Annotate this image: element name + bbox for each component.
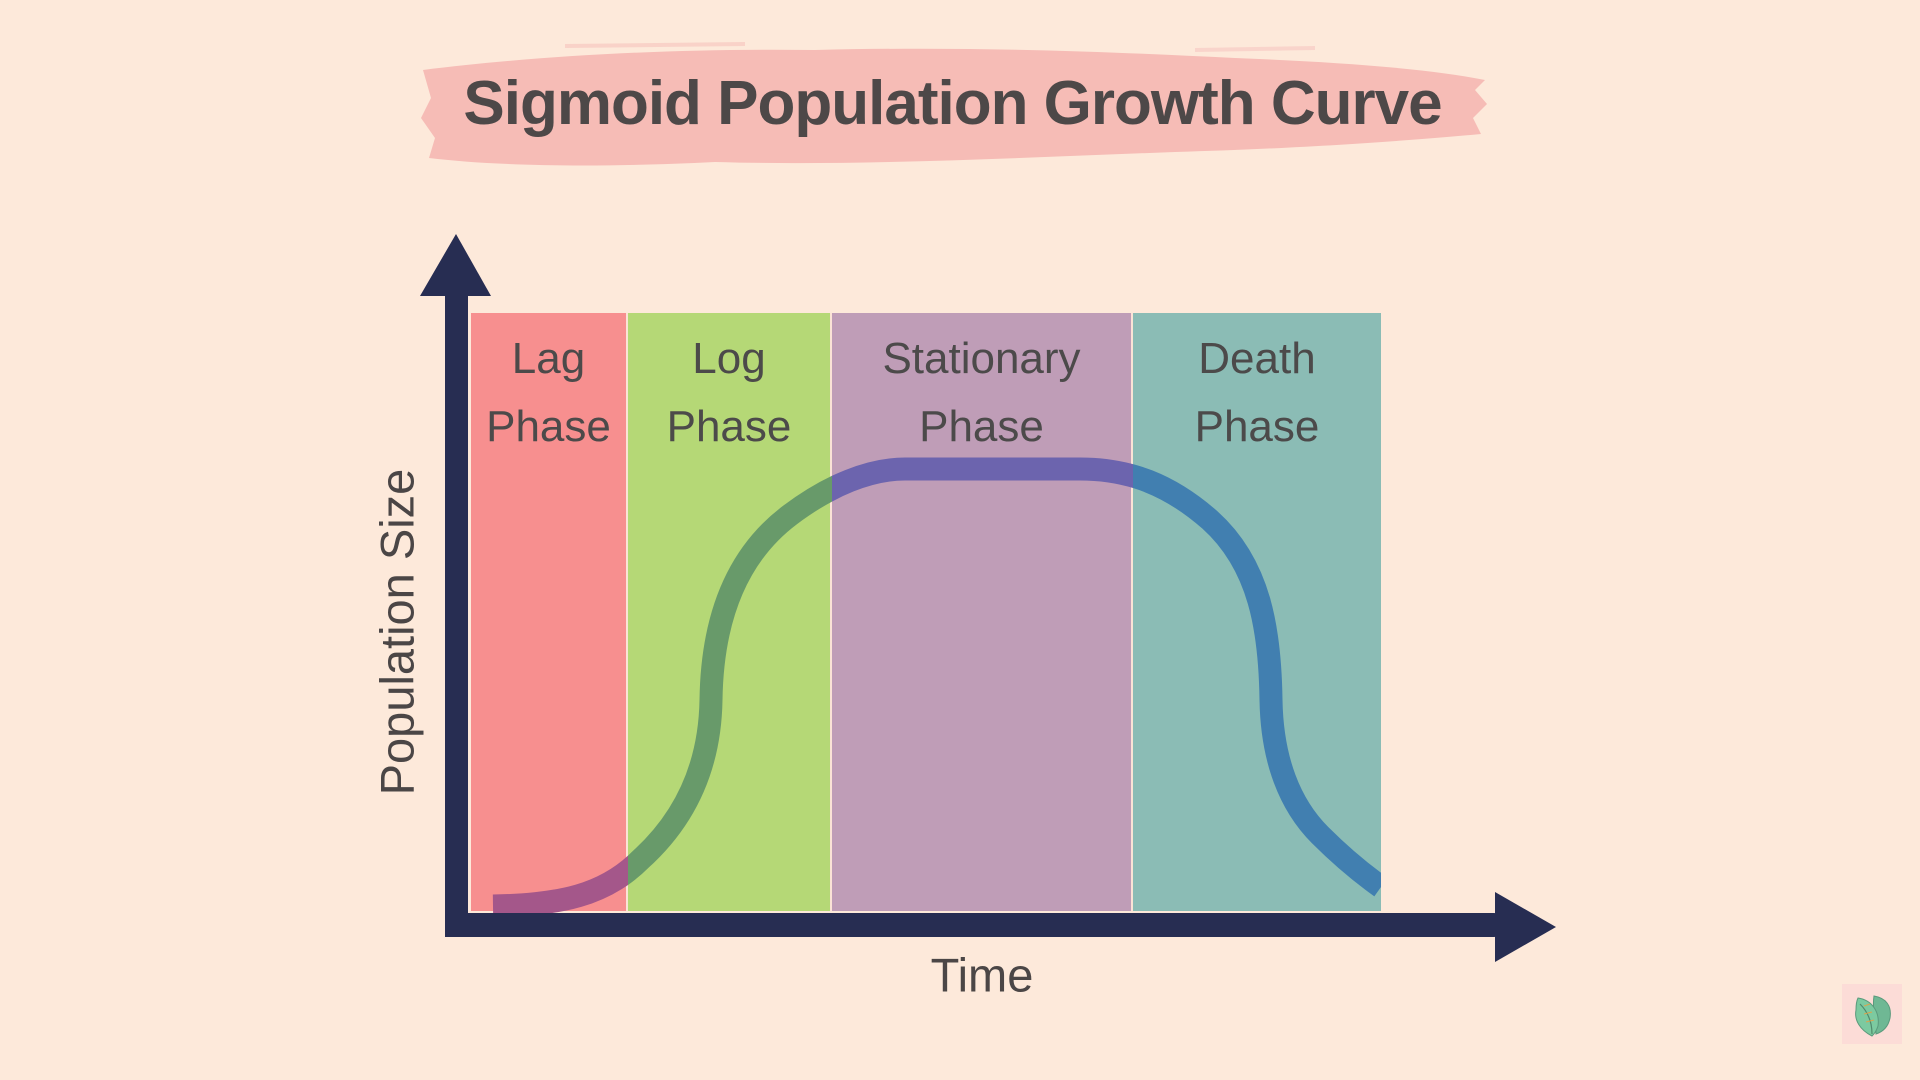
population-curve [493,469,1381,906]
leaf-dna-icon [1855,995,1891,1037]
log-phase-label: Log Phase [666,334,792,451]
page-title: Sigmoid Population Growth Curve [463,68,1442,138]
lag-phase-label: Lag Phase [486,334,611,451]
brush-stroke-background [421,42,1487,166]
lag-phase-region: Lag Phase [471,313,628,911]
x-axis-arrow-icon [1495,892,1556,962]
y-axis-label: Population Size [370,468,424,796]
stationary-phase-region: Stationary Phase [832,313,1133,911]
x-axis [445,892,1556,962]
title-banner: Sigmoid Population Growth Curve [415,38,1490,178]
x-axis-label: Time [930,948,1034,1002]
death-phase-label: Death Phase [1194,334,1320,451]
channel-logo [1842,984,1902,1044]
y-axis [420,234,491,937]
y-axis-arrow-icon [420,234,491,296]
stationary-phase-label: Stationary Phase [882,334,1081,451]
